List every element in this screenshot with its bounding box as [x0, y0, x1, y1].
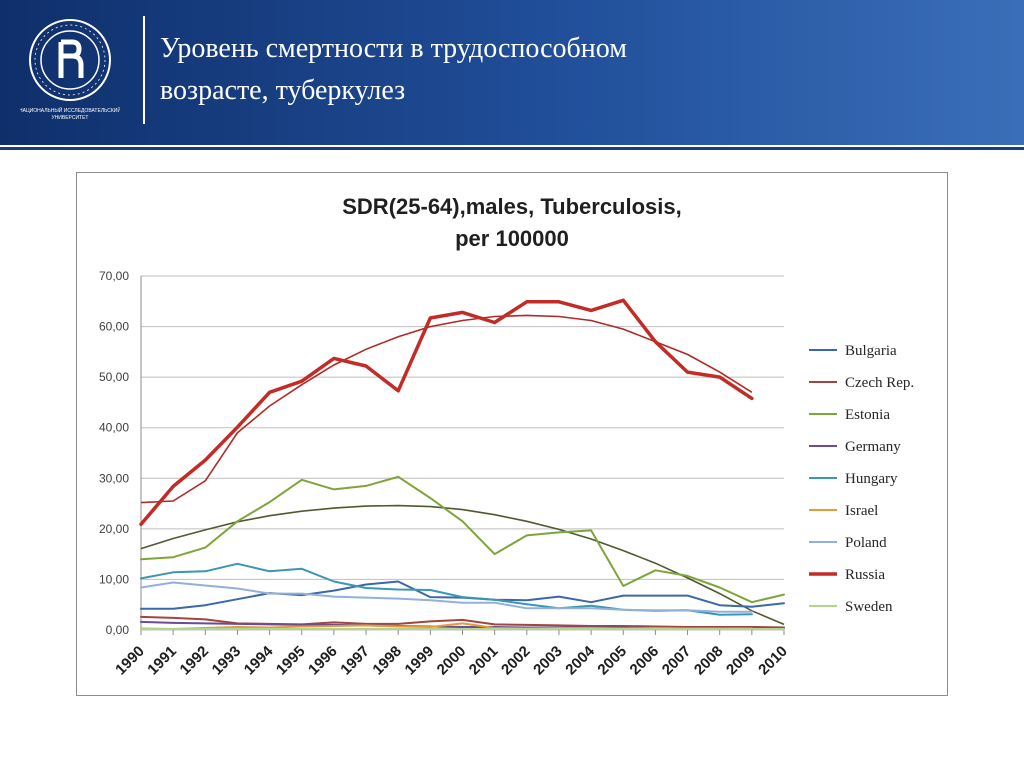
x-tick-label: 1998 — [369, 643, 405, 679]
x-tick-label: 2006 — [627, 643, 663, 679]
x-tick-label: 1994 — [241, 642, 277, 678]
y-tick-label: 70,00 — [99, 269, 129, 283]
y-tick-label: 50,00 — [99, 370, 129, 384]
y-tick-label: 10,00 — [99, 572, 129, 586]
x-tick-label: 1995 — [273, 643, 309, 679]
line-chart: SDR(25-64),males, Tuberculosis, per 1000… — [99, 194, 914, 678]
axes: 0,00 10,00 20,00 30,00 40,00 50,00 60,00 70,00 1… — [99, 269, 791, 678]
series-line-poland — [140, 581, 753, 613]
series-line-czech-rep — [140, 615, 785, 629]
legend-label: Bulgaria — [845, 343, 897, 359]
chart-frame — [76, 172, 948, 696]
x-tick-label: 1993 — [209, 643, 245, 679]
series-line-russia — [139, 298, 754, 527]
x-tick-label: 2008 — [691, 643, 727, 679]
slide-title: Уровень смертности в трудоспособном возр… — [160, 28, 960, 112]
series-line-bulgaria — [140, 580, 785, 610]
header-rule — [0, 147, 1024, 150]
y-tick-label: 20,00 — [99, 522, 129, 536]
series-lines — [139, 298, 785, 630]
x-tick-label: 1996 — [305, 643, 341, 679]
legend-label: Israel — [845, 503, 878, 519]
header-divider — [143, 16, 145, 124]
legend-label: Sweden — [845, 599, 893, 615]
y-tick-label: 40,00 — [99, 421, 129, 435]
hse-emblem-icon: НАЦИОНАЛЬНЫЙ ИССЛЕДОВАТЕЛЬСКИЙ УНИВЕРСИТ… — [19, 19, 121, 121]
series-line-estonia — [140, 475, 785, 604]
x-tick-label: 1999 — [402, 643, 438, 679]
x-tick-label: 2002 — [498, 643, 534, 679]
x-tick-label: 2007 — [659, 643, 695, 679]
legend-label: Poland — [845, 535, 887, 551]
hse-logo: НАЦИОНАЛЬНЫЙ ИССЛЕДОВАТЕЛЬСКИЙ УНИВЕРСИТ… — [19, 12, 121, 124]
legend-label: Germany — [845, 439, 901, 455]
gridlines — [141, 275, 784, 631]
legend-label: Russia — [845, 567, 885, 583]
legend: Bulgaria Czech Rep. Estonia Germany Hungary I… — [809, 343, 914, 615]
slide-title-line1: Уровень смертности в трудоспособном — [160, 33, 627, 64]
x-tick-label: 2003 — [530, 643, 566, 679]
trendline-russia — [140, 314, 753, 504]
trendline-estonia — [140, 504, 785, 626]
x-tick-label: 2009 — [723, 643, 759, 679]
legend-label: Hungary — [845, 471, 898, 487]
x-tick-label: 1992 — [177, 643, 213, 679]
x-tick-label: 2000 — [434, 643, 470, 679]
slide-title-line2: возрасте, туберкулез — [160, 75, 406, 106]
x-tick-label: 2004 — [562, 642, 598, 678]
x-tick-label: 1997 — [337, 643, 373, 679]
y-tick-label: 0,00 — [106, 623, 130, 637]
x-tick-label: 1991 — [144, 643, 180, 679]
x-tick-label: 2010 — [755, 643, 791, 679]
trendlines — [140, 314, 785, 626]
x-tick-label: 2005 — [594, 643, 630, 679]
y-tick-label: 60,00 — [99, 320, 129, 334]
header-banner — [0, 0, 1024, 145]
legend-label: Czech Rep. — [845, 375, 914, 391]
chart-title-line1: SDR(25-64),males, Tuberculosis, — [342, 194, 682, 219]
chart-title-line2: per 100000 — [455, 226, 569, 251]
x-tick-label: 1990 — [112, 643, 148, 679]
logo-caption-line1: НАЦИОНАЛЬНЫЙ ИССЛЕДОВАТЕЛЬСКИЙ — [20, 106, 120, 114]
logo-caption-line2: УНИВЕРСИТЕТ — [52, 115, 89, 121]
y-tick-label: 30,00 — [99, 471, 129, 485]
legend-label: Estonia — [845, 407, 890, 423]
x-tick-label: 2001 — [466, 643, 502, 679]
